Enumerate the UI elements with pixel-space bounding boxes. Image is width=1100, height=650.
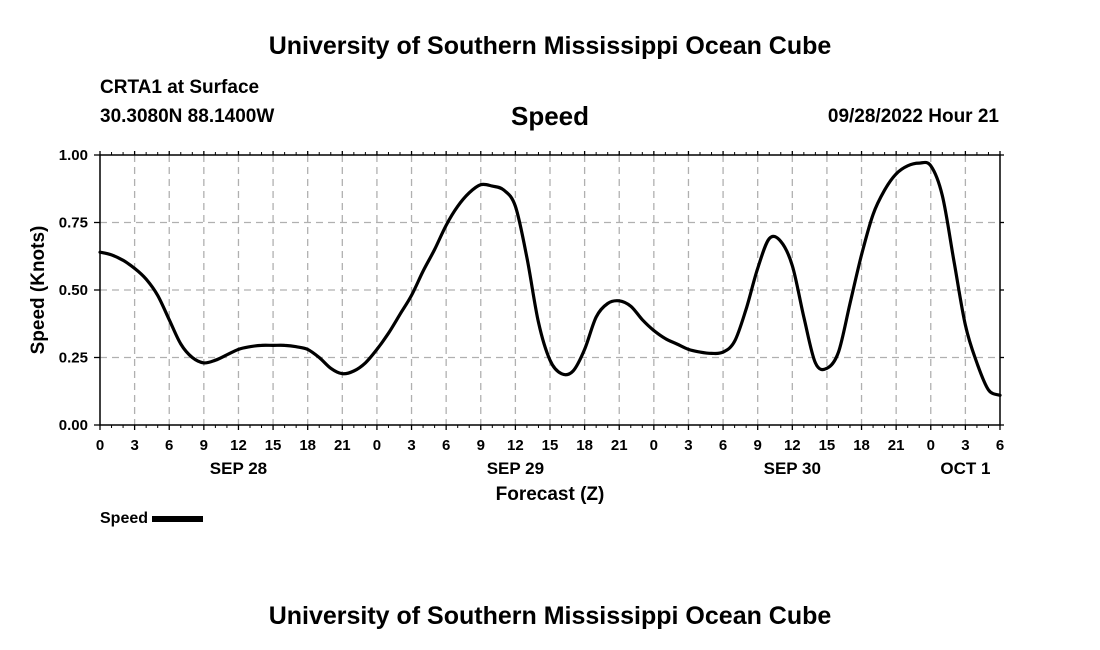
- x-tick-label: 15: [542, 437, 559, 454]
- x-tick-label: 0: [373, 437, 381, 454]
- x-tick-label: 0: [650, 437, 658, 454]
- x-tick-label: 21: [888, 437, 905, 454]
- y-tick-label: 1.00: [59, 147, 88, 164]
- x-tick-label: 18: [853, 437, 870, 454]
- x-tick-label: 12: [507, 437, 524, 454]
- x-axis-label: Forecast (Z): [496, 484, 605, 505]
- speed-series-line: [98, 160, 1002, 397]
- x-tick-label: 12: [784, 437, 801, 454]
- chart-title: Speed: [510, 101, 590, 131]
- figure-title: University of Southern Mississippi Ocean…: [268, 32, 832, 60]
- axis-ticks: [94, 151, 1004, 430]
- x-tick-label: 6: [996, 437, 1004, 454]
- x-tick-label: 9: [200, 437, 208, 454]
- x-tick-label: 3: [684, 437, 692, 454]
- day-label: OCT 1: [940, 459, 990, 478]
- footer-title: University of Southern Mississippi Ocean…: [268, 602, 832, 630]
- axis-tick-labels: 0 3 6 9 12 15 18 21 0 3 6 9 12 15 18 21 0 3 6 9 12 15 18 21 0 3 6 0…: [59, 147, 1004, 478]
- x-tick-label: 9: [754, 437, 762, 454]
- y-tick-label: 0.00: [59, 417, 88, 434]
- x-tick-label: 15: [265, 437, 282, 454]
- x-tick-label: 12: [230, 437, 247, 454]
- x-tick-label: 6: [442, 437, 450, 454]
- y-tick-label: 0.50: [59, 282, 88, 299]
- legend-label: Speed: [100, 510, 149, 527]
- date-hour-label: 09/28/2022 Hour 21: [827, 106, 999, 127]
- x-tick-label: 18: [299, 437, 316, 454]
- y-tick-label: 0.25: [59, 350, 88, 367]
- x-tick-label: 15: [819, 437, 836, 454]
- x-tick-label: 18: [576, 437, 593, 454]
- x-tick-label: 6: [165, 437, 173, 454]
- day-label: SEP 29: [487, 459, 544, 478]
- x-tick-label: 21: [611, 437, 628, 454]
- day-label: SEP 30: [764, 459, 821, 478]
- coordinates-label: 30.3080N 88.1400W: [100, 106, 275, 127]
- x-tick-label: 0: [927, 437, 935, 454]
- x-tick-label: 3: [130, 437, 138, 454]
- x-tick-label: 3: [407, 437, 415, 454]
- legend: Speed: [100, 509, 204, 529]
- x-tick-label: 3: [961, 437, 969, 454]
- x-tick-label: 21: [334, 437, 351, 454]
- day-label: SEP 28: [210, 459, 267, 478]
- station-label: CRTA1 at Surface: [100, 77, 260, 98]
- legend-swatch: [152, 516, 204, 522]
- y-tick-label: 0.75: [59, 215, 88, 232]
- x-tick-label: 0: [96, 437, 104, 454]
- grid: [100, 155, 1000, 425]
- y-axis-label: Speed (Knots): [28, 226, 49, 355]
- x-tick-label: 6: [719, 437, 727, 454]
- x-tick-label: 9: [477, 437, 485, 454]
